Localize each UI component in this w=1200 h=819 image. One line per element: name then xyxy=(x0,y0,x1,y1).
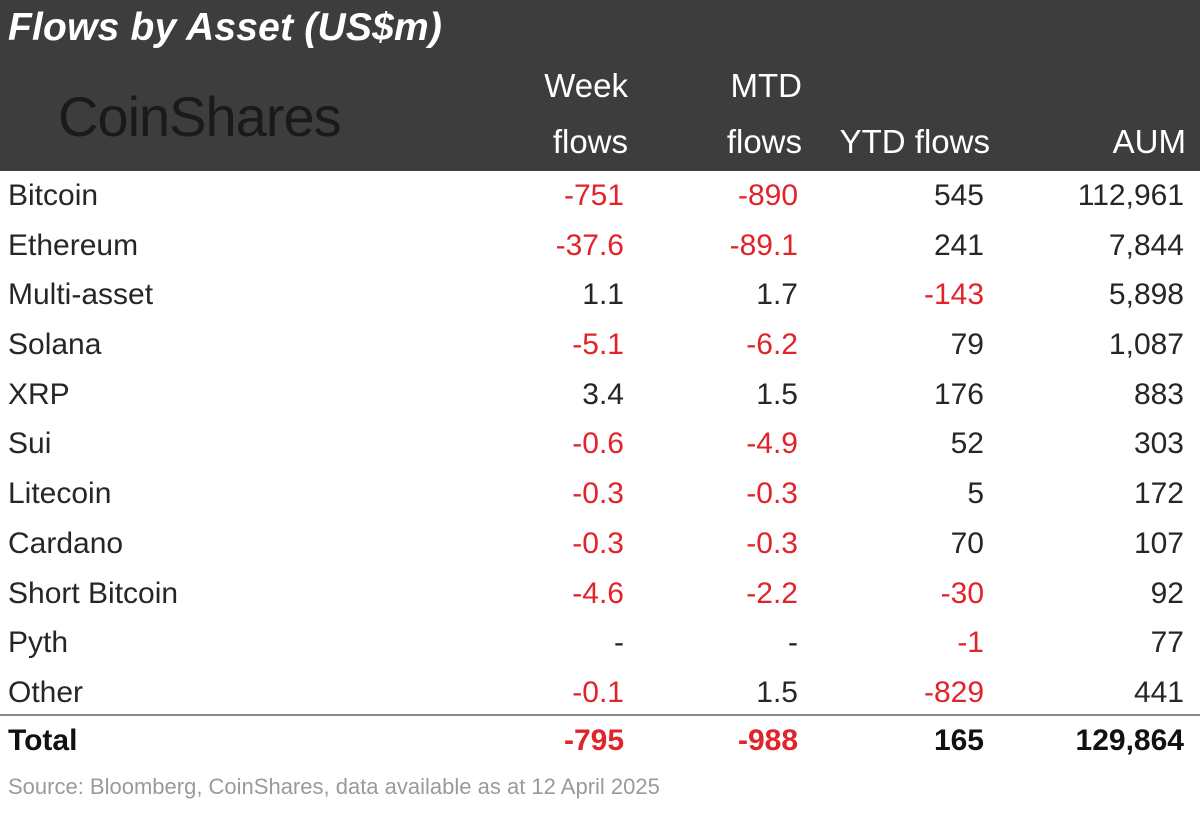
row-short-bitcoin-aum: 92 xyxy=(1150,576,1184,610)
row-solana-ytd: 79 xyxy=(950,328,984,362)
row-sui-ytd: 52 xyxy=(950,427,984,461)
row-xrp-week: 3.4 xyxy=(582,377,624,411)
row-bitcoin-asset: Bitcoin xyxy=(8,179,99,212)
row-litecoin-asset: Litecoin xyxy=(8,477,112,511)
row-solana-week: -5.1 xyxy=(572,328,624,362)
row-xrp-mtd: 1.5 xyxy=(756,377,798,411)
total-divider xyxy=(0,714,1200,716)
row-ethereum-mtd: -89.1 xyxy=(729,228,798,262)
row-short-bitcoin-week: -4.6 xyxy=(572,576,624,610)
table-row: Multi-asset 1.1 1.7 -143 5,898 xyxy=(0,270,1200,320)
row-other-ytd: -829 xyxy=(923,675,984,709)
row-pyth-week: - xyxy=(614,626,624,660)
row-short-bitcoin-asset: Short Bitcoin xyxy=(8,576,179,610)
row-other-week: -0.1 xyxy=(572,675,624,709)
row-ethereum-asset: Ethereum xyxy=(8,228,139,262)
table-row: Solana -5.1 -6.2 79 1,087 xyxy=(0,320,1200,370)
row-solana-aum: 1,087 xyxy=(1108,328,1184,362)
source-note: Source: Bloomberg, CoinShares, data avai… xyxy=(8,774,660,799)
row-pyth-ytd: -1 xyxy=(957,626,984,660)
chart-title: Flows by Asset (US$m) xyxy=(8,6,443,49)
row-pyth-mtd: - xyxy=(788,626,798,660)
col-aum: AUM xyxy=(1112,123,1186,160)
row-cardano-aum: 107 xyxy=(1133,526,1184,560)
row-ethereum-week: -37.6 xyxy=(555,228,624,262)
row-xrp-ytd: 176 xyxy=(933,377,984,411)
row-bitcoin-ytd: 545 xyxy=(933,179,984,212)
row-ethereum-aum: 7,844 xyxy=(1108,228,1184,262)
row-xrp-asset: XRP xyxy=(8,377,70,411)
table-row: Ethereum -37.6 -89.1 241 7,844 xyxy=(0,221,1200,271)
row-cardano-ytd: 70 xyxy=(950,526,984,560)
row-solana-asset: Solana xyxy=(8,328,102,362)
row-multi-asset-mtd: 1.7 xyxy=(756,278,798,312)
row-sui-week: -0.6 xyxy=(572,427,624,461)
table-row: Other -0.1 1.5 -829 441 xyxy=(0,668,1200,718)
table-row: Sui -0.6 -4.9 52 303 xyxy=(0,419,1200,469)
col-ytd: YTD flows xyxy=(839,123,990,160)
row-multi-asset-aum: 5,898 xyxy=(1108,278,1184,312)
total-row: Total -795 -988 165 129,864 xyxy=(0,716,1200,766)
table-header: Flows by Asset (US$m) CoinShares Week fl… xyxy=(0,0,1200,171)
row-bitcoin-mtd: -890 xyxy=(737,179,798,212)
row-pyth-aum: 77 xyxy=(1150,626,1184,660)
row-litecoin-mtd: -0.3 xyxy=(746,477,798,511)
row-sui-aum: 303 xyxy=(1133,427,1184,461)
row-other-aum: 441 xyxy=(1133,675,1184,709)
table-row: Cardano -0.3 -0.3 70 107 xyxy=(0,519,1200,569)
table-row: Bitcoin -751 -890 545 112,961 xyxy=(0,171,1200,221)
row-multi-asset-week: 1.1 xyxy=(582,278,624,312)
row-other-asset: Other xyxy=(8,675,84,709)
row-multi-asset-ytd: -143 xyxy=(923,278,984,312)
row-cardano-asset: Cardano xyxy=(8,526,124,560)
row-solana-mtd: -6.2 xyxy=(746,328,798,362)
col-mtd-line2: flows xyxy=(726,123,802,160)
total-aum: 129,864 xyxy=(1075,724,1184,757)
total-asset: Total xyxy=(8,724,78,757)
row-pyth-asset: Pyth xyxy=(8,626,69,660)
col-mtd-line1: MTD xyxy=(730,67,802,104)
total-mtd: -988 xyxy=(737,724,798,757)
row-other-mtd: 1.5 xyxy=(756,675,798,709)
total-week: -795 xyxy=(563,724,624,757)
table-row: Short Bitcoin -4.6 -2.2 -30 92 xyxy=(0,569,1200,619)
table-row: Pyth - - -1 77 xyxy=(0,618,1200,668)
col-week-line1: Week xyxy=(544,67,628,104)
row-ethereum-ytd: 241 xyxy=(933,228,984,262)
row-cardano-week: -0.3 xyxy=(572,526,624,560)
row-cardano-mtd: -0.3 xyxy=(746,526,798,560)
row-short-bitcoin-ytd: -30 xyxy=(940,576,984,610)
row-litecoin-ytd: 5 xyxy=(967,477,984,511)
row-short-bitcoin-mtd: -2.2 xyxy=(746,576,798,610)
row-litecoin-week: -0.3 xyxy=(572,477,624,511)
row-bitcoin-aum: 112,961 xyxy=(1077,179,1184,212)
table-body: Bitcoin -751 -890 545 112,961 Ethereum -37.6 -8… xyxy=(0,171,1200,718)
row-multi-asset-asset: Multi-asset xyxy=(8,278,154,312)
row-bitcoin-week: -751 xyxy=(563,179,624,212)
table-row: XRP 3.4 1.5 176 883 xyxy=(0,370,1200,420)
row-sui-mtd: -4.9 xyxy=(746,427,798,461)
row-litecoin-aum: 172 xyxy=(1133,477,1184,511)
row-xrp-aum: 883 xyxy=(1133,377,1184,411)
total-ytd: 165 xyxy=(933,724,984,757)
col-week-line2: flows xyxy=(552,123,628,160)
table-row: Litecoin -0.3 -0.3 5 172 xyxy=(0,469,1200,519)
row-sui-asset: Sui xyxy=(8,427,52,461)
coinshares-logo: CoinShares xyxy=(58,85,342,148)
